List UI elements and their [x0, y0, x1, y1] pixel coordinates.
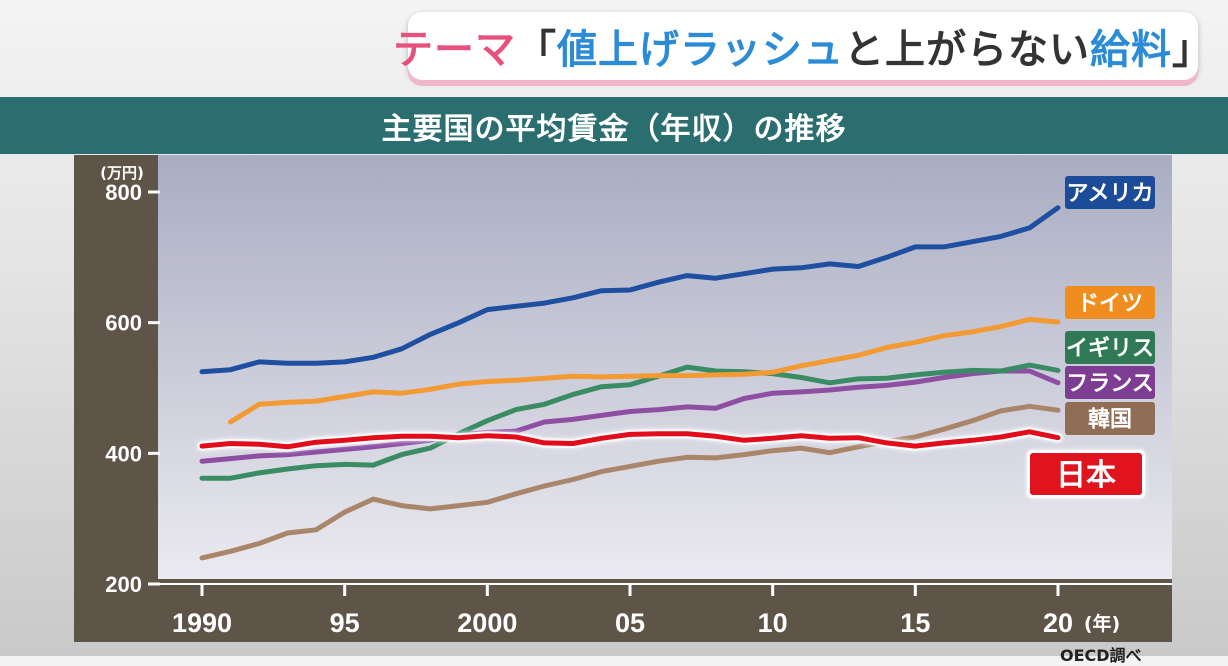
banner-bracket-open: 「 [516, 27, 557, 73]
series-label-text: ドイツ [1077, 291, 1143, 316]
chart-title-bar: 主要国の平均賃金（年収）の推移 [0, 97, 1228, 154]
y-tick-label: 600 [105, 311, 142, 336]
banner-bracket-close: 」 [1172, 27, 1213, 73]
x-tick-label: 95 [330, 608, 360, 638]
banner-salary: 給料 [1090, 27, 1172, 73]
series-label-text: イギリス [1066, 336, 1154, 361]
series-label-text: 日本 [1056, 458, 1116, 493]
y-axis-unit: (万円) [100, 164, 144, 182]
series-line-フランス [199, 368, 1061, 464]
x-tick-label: 2000 [457, 608, 517, 638]
series-label-text: 韓国 [1088, 406, 1132, 432]
x-axis-unit: (年) [1084, 612, 1120, 635]
series-label-bg [1065, 331, 1155, 364]
series-label-bg [1065, 366, 1155, 399]
source-note: OECD調べ [1060, 646, 1142, 665]
x-tick-label: 1990 [172, 608, 232, 638]
series-label-bg [1065, 176, 1155, 209]
series-line-ドイツ [228, 316, 1061, 425]
series-line-イギリス [199, 362, 1061, 481]
theme-banner: テーマ 「 値上げラッシュ と上がらない 給料 」 [393, 12, 1212, 80]
chart-title: 主要国の平均賃金（年収）の推移 [381, 111, 847, 147]
series-line-韓国 [199, 403, 1061, 561]
series-label-bg [1065, 402, 1155, 435]
series-label-フランス: フランス [1065, 366, 1155, 399]
x-tick-label: 15 [900, 608, 930, 638]
x-tick-label: 10 [758, 608, 788, 638]
y-tick-label: 200 [105, 572, 142, 597]
banner-price-rush: 値上げラッシュ [557, 27, 844, 73]
plot-area [158, 155, 1172, 579]
x-tick-label: 05 [615, 608, 645, 638]
series-label-bg [1065, 286, 1155, 319]
banner-not-rising: と上がらない [844, 27, 1090, 73]
series-line-日本 [199, 429, 1061, 450]
x-tick-label: 20 [1043, 608, 1073, 638]
series-label-イギリス: イギリス [1065, 331, 1155, 364]
series-label-日本: 日本 [1027, 450, 1145, 498]
banner-theme-word: テーマ [393, 27, 516, 73]
series-label-bg [1030, 453, 1142, 495]
series-label-アメリカ: アメリカ [1065, 176, 1155, 209]
series-label-韓国: 韓国 [1065, 402, 1155, 435]
series-label-ドイツ: ドイツ [1065, 286, 1155, 319]
series-line-アメリカ [199, 205, 1061, 375]
series-label-text: フランス [1066, 371, 1154, 396]
y-tick-label: 800 [105, 180, 142, 205]
series-label-text: アメリカ [1067, 181, 1154, 206]
y-tick-label: 400 [105, 441, 142, 466]
